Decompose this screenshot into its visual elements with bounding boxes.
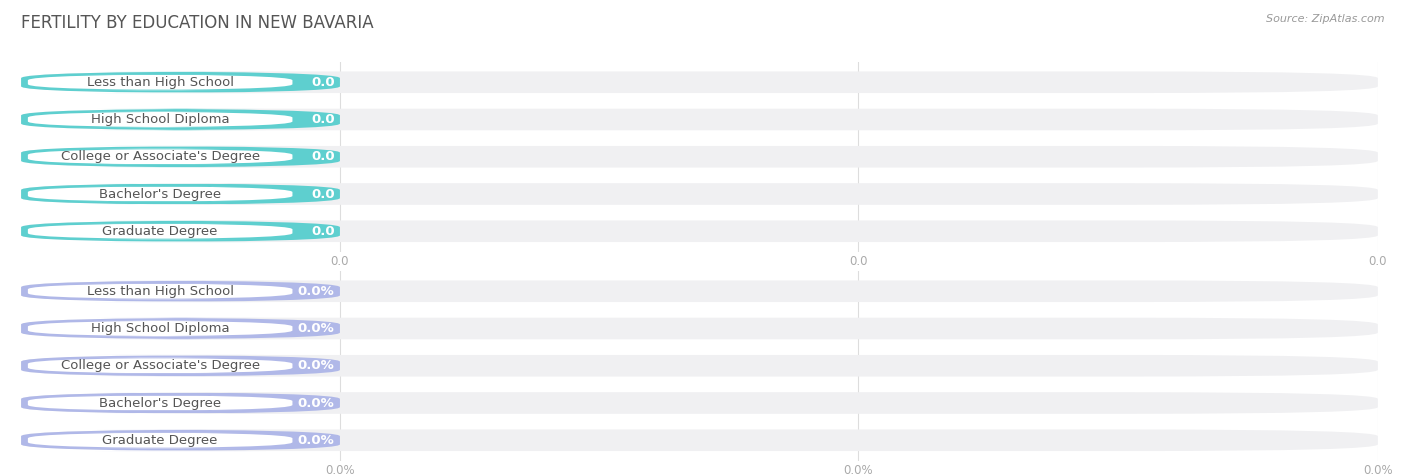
FancyBboxPatch shape [21,71,1378,93]
FancyBboxPatch shape [21,109,340,130]
Text: 0.0%: 0.0% [298,322,335,335]
FancyBboxPatch shape [21,109,1378,130]
Text: 0.0: 0.0 [311,188,335,200]
Text: 0.0: 0.0 [311,113,335,126]
FancyBboxPatch shape [28,395,292,411]
FancyBboxPatch shape [21,355,1378,377]
FancyBboxPatch shape [21,392,1378,414]
FancyBboxPatch shape [21,429,1378,451]
Text: 0.0%: 0.0% [298,397,335,409]
Text: High School Diploma: High School Diploma [91,113,229,126]
FancyBboxPatch shape [21,318,1378,339]
FancyBboxPatch shape [21,429,340,451]
Text: FERTILITY BY EDUCATION IN NEW BAVARIA: FERTILITY BY EDUCATION IN NEW BAVARIA [21,14,374,32]
FancyBboxPatch shape [28,432,292,448]
Text: Graduate Degree: Graduate Degree [103,225,218,238]
Text: Bachelor's Degree: Bachelor's Degree [98,397,221,409]
Text: Less than High School: Less than High School [87,76,233,89]
Text: Graduate Degree: Graduate Degree [103,434,218,447]
Text: 0.0%: 0.0% [298,434,335,447]
FancyBboxPatch shape [28,149,292,165]
Text: 0.0%: 0.0% [298,359,335,372]
FancyBboxPatch shape [28,283,292,299]
FancyBboxPatch shape [21,220,340,242]
FancyBboxPatch shape [21,280,340,302]
FancyBboxPatch shape [21,280,1378,302]
FancyBboxPatch shape [21,71,340,93]
FancyBboxPatch shape [21,392,340,414]
FancyBboxPatch shape [21,146,340,168]
FancyBboxPatch shape [28,223,292,239]
FancyBboxPatch shape [21,355,340,377]
Text: Less than High School: Less than High School [87,285,233,298]
FancyBboxPatch shape [28,186,292,202]
FancyBboxPatch shape [28,321,292,336]
FancyBboxPatch shape [28,358,292,374]
Text: High School Diploma: High School Diploma [91,322,229,335]
Text: 0.0: 0.0 [311,150,335,163]
FancyBboxPatch shape [21,183,340,205]
Text: 0.0%: 0.0% [298,285,335,298]
Text: College or Associate's Degree: College or Associate's Degree [60,359,260,372]
FancyBboxPatch shape [21,220,1378,242]
FancyBboxPatch shape [21,183,1378,205]
FancyBboxPatch shape [28,74,292,90]
Text: 0.0: 0.0 [311,76,335,89]
FancyBboxPatch shape [21,146,1378,168]
Text: Bachelor's Degree: Bachelor's Degree [98,188,221,200]
FancyBboxPatch shape [28,112,292,127]
FancyBboxPatch shape [21,318,340,339]
Text: College or Associate's Degree: College or Associate's Degree [60,150,260,163]
Text: Source: ZipAtlas.com: Source: ZipAtlas.com [1267,14,1385,24]
Text: 0.0: 0.0 [311,225,335,238]
